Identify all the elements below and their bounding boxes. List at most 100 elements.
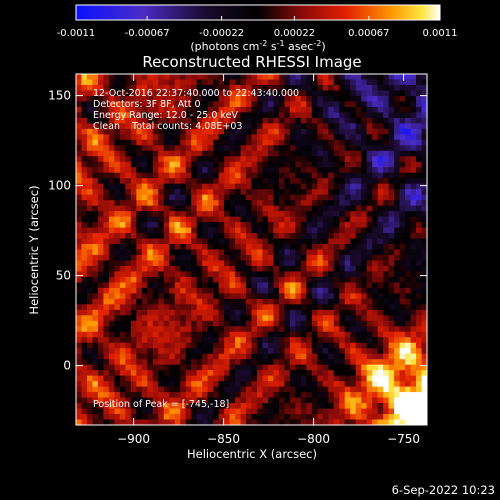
heatmap-cell: [372, 216, 379, 223]
heatmap-cell: [410, 167, 417, 174]
heatmap-cell: [136, 167, 143, 174]
heatmap-cell: [333, 101, 340, 108]
heatmap-cell: [76, 123, 82, 130]
heatmap-cell: [218, 233, 225, 239]
heatmap-cell: [295, 150, 302, 157]
heatmap-cell: [333, 337, 340, 344]
heatmap-cell: [92, 375, 99, 382]
heatmap-cell: [322, 276, 329, 283]
heatmap-cell: [295, 403, 302, 409]
heatmap-cell: [169, 408, 176, 415]
heatmap-cell: [224, 117, 230, 124]
heatmap-cell: [273, 282, 280, 289]
heatmap-cell: [180, 238, 187, 245]
heatmap-cell: [202, 260, 209, 267]
heatmap-cell: [256, 211, 263, 217]
heatmap-cell: [240, 194, 247, 201]
heatmap-cell: [284, 90, 291, 97]
heatmap-cell: [81, 211, 88, 217]
heatmap-cell: [125, 408, 132, 415]
heatmap-cell: [103, 172, 110, 179]
heatmap-cell: [125, 200, 132, 207]
heatmap-cell: [317, 298, 324, 305]
heatmap-cell: [377, 95, 384, 102]
heatmap-cell: [81, 178, 88, 185]
heatmap-cell: [103, 304, 110, 311]
heatmap-cell: [141, 282, 148, 289]
heatmap-cell: [405, 271, 411, 278]
heatmap-cell: [213, 84, 219, 91]
heatmap-cell: [136, 348, 143, 355]
heatmap-cell: [350, 282, 357, 289]
heatmap-cell: [361, 216, 368, 223]
heatmap-cell: [388, 79, 395, 86]
heatmap-cell: [410, 74, 417, 80]
heatmap-cell: [108, 419, 115, 425]
heatmap-cell: [191, 172, 198, 179]
heatmap-cell: [366, 183, 373, 190]
heatmap-cell: [410, 189, 417, 196]
heatmap-cell: [388, 326, 395, 333]
heatmap-cell: [421, 167, 427, 174]
heatmap-cell: [218, 326, 225, 333]
heatmap-cell: [289, 74, 296, 80]
heatmap-cell: [333, 364, 340, 371]
heatmap-cell: [130, 112, 137, 119]
heatmap-cell: [202, 375, 209, 382]
heatmap-cell: [399, 123, 406, 130]
heatmap-cell: [114, 375, 121, 382]
heatmap-cell: [295, 386, 302, 393]
heatmap-cell: [180, 194, 187, 201]
heatmap-cell: [76, 331, 82, 338]
heatmap-cell: [372, 293, 379, 300]
heatmap-cell: [180, 414, 187, 420]
heatmap-cell: [114, 189, 121, 196]
heatmap-cell: [125, 79, 132, 86]
heatmap-cell: [174, 194, 181, 201]
heatmap-cell: [306, 244, 313, 250]
heatmap-cell: [191, 315, 198, 322]
heatmap-cell: [174, 397, 181, 404]
heatmap-cell: [306, 200, 313, 207]
heatmap-cell: [421, 134, 427, 141]
heatmap-cell: [196, 222, 203, 228]
heatmap-cell: [355, 156, 362, 163]
heatmap-cell: [344, 293, 351, 300]
heatmap-cell: [295, 84, 302, 91]
heatmap-cell: [295, 353, 302, 360]
heatmap-cell: [169, 359, 176, 366]
heatmap-cell: [306, 178, 313, 185]
heatmap-cell: [141, 112, 148, 119]
heatmap-cell: [262, 216, 269, 223]
heatmap-cell: [322, 222, 329, 228]
heatmap-cell: [229, 167, 236, 174]
heatmap-cell: [97, 254, 104, 261]
heatmap-cell: [169, 287, 176, 294]
heatmap-cell: [207, 205, 214, 212]
heatmap-cell: [251, 315, 258, 322]
heatmap-cell: [278, 172, 285, 179]
heatmap-cell: [202, 112, 209, 119]
heatmap-cell: [92, 342, 99, 349]
heatmap-cell: [328, 419, 335, 425]
heatmap-cell: [207, 167, 214, 174]
heatmap-cell: [322, 271, 329, 278]
heatmap-cell: [147, 370, 154, 377]
heatmap-cell: [213, 211, 219, 217]
heatmap-cell: [289, 216, 296, 223]
heatmap-cell: [191, 112, 198, 119]
heatmap-cell: [344, 282, 351, 289]
heatmap-cell: [235, 271, 241, 278]
heatmap-cell: [147, 326, 154, 333]
heatmap-cell: [399, 320, 406, 327]
heatmap-cell: [76, 408, 82, 415]
heatmap-cell: [86, 342, 93, 349]
heatmap-cell: [421, 211, 427, 217]
heatmap-cell: [191, 145, 198, 152]
heatmap-cell: [394, 276, 400, 283]
heatmap-cell: [273, 276, 280, 283]
heatmap-cell: [191, 249, 198, 256]
heatmap-cell: [256, 156, 263, 163]
heatmap-cell: [251, 320, 258, 327]
heatmap-cell: [119, 95, 126, 102]
